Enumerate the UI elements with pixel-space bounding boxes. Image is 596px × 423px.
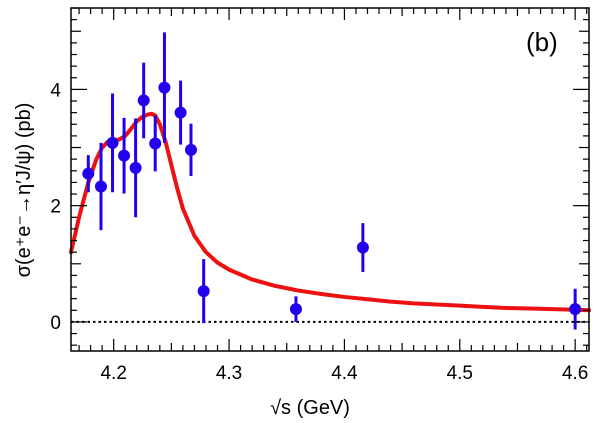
data-marker — [129, 161, 142, 174]
data-point-10 — [184, 123, 197, 177]
data-point-8 — [158, 32, 171, 143]
data-marker — [356, 241, 369, 254]
x-tick-label: 4.5 — [447, 363, 473, 384]
data-point-6 — [137, 62, 150, 139]
data-point-1 — [82, 155, 95, 193]
x-tick-label: 4.3 — [216, 363, 242, 384]
y-axis-label: σ(e⁺e⁻→η′J/ψ) (pb) — [13, 103, 35, 278]
ticks-layer: 4.2 4.3 4.4 4.5 4.6 0 2 4 — [50, 7, 589, 384]
x-tick-label: 4.2 — [100, 363, 126, 384]
data-marker — [149, 137, 162, 150]
data-marker — [174, 106, 187, 119]
data-marker — [158, 81, 171, 94]
data-point-7 — [149, 115, 162, 172]
x-tick-label: 4.4 — [331, 363, 358, 384]
fit-curve-layer — [69, 111, 591, 313]
data-point-13 — [356, 223, 369, 272]
data-point-9 — [174, 80, 187, 145]
data-marker — [569, 303, 582, 316]
data-marker — [94, 180, 107, 193]
y-tick-label: 4 — [50, 80, 61, 101]
y-tick-label: 0 — [50, 313, 61, 334]
fit-curve — [69, 111, 591, 313]
data-marker — [137, 94, 150, 107]
x-axis-label: √s (GeV) — [270, 397, 350, 419]
data-marker — [118, 149, 131, 162]
data-point-5 — [129, 118, 142, 218]
data-marker — [106, 136, 119, 149]
data-marker — [82, 167, 95, 180]
labels-layer: (b) √s (GeV) σ(e⁺e⁻→η′J/ψ) (pb) — [13, 27, 558, 419]
data-point-11 — [197, 259, 210, 324]
data-marker — [289, 303, 302, 316]
data-point-3 — [106, 93, 119, 193]
data-point-2 — [94, 142, 107, 231]
y-tick-label: 2 — [50, 197, 61, 218]
data-marker — [184, 143, 197, 156]
data-point-14 — [569, 288, 582, 330]
plot-frame-layer — [70, 7, 590, 352]
data-points-layer — [82, 32, 582, 330]
panel-label: (b) — [526, 27, 558, 57]
data-point-12 — [289, 296, 302, 322]
plot-frame — [70, 7, 590, 352]
x-tick-label: 4.6 — [562, 363, 588, 384]
data-marker — [197, 285, 210, 298]
data-point-4 — [118, 117, 131, 194]
